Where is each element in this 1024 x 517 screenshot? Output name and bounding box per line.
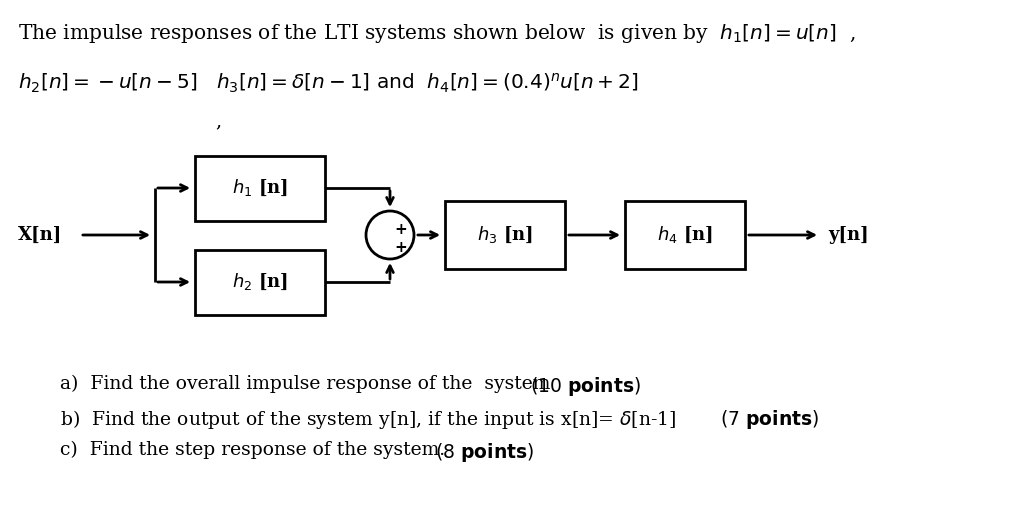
Text: $\mathit{(10\ \mathbf{points})}$: $\mathit{(10\ \mathbf{points})}$ bbox=[530, 375, 641, 398]
Text: +: + bbox=[394, 222, 407, 237]
Text: $\mathit{(8\ \mathbf{points})}$: $\mathit{(8\ \mathbf{points})}$ bbox=[435, 441, 535, 464]
Text: X[n]: X[n] bbox=[18, 226, 62, 244]
Bar bbox=[445, 201, 565, 269]
Text: $\mathbf{\mathit{h_2}}[n]=-u[n-5]$   $\mathbf{\mathit{h_3}}[n]=\delta[n-1]$ $\ma: $\mathbf{\mathit{h_2}}[n]=-u[n-5]$ $\mat… bbox=[18, 72, 639, 95]
Bar bbox=[195, 156, 325, 221]
Text: $h_3$ [n]: $h_3$ [n] bbox=[477, 225, 534, 245]
Text: +: + bbox=[394, 239, 407, 254]
Circle shape bbox=[366, 211, 414, 259]
Text: b)  Find the output of the system y[n], if the input is x[n]= $\delta$[n-1]: b) Find the output of the system y[n], i… bbox=[60, 408, 684, 431]
Text: The impulse responses of the LTI systems shown below  is given by  $\mathbf{\mat: The impulse responses of the LTI systems… bbox=[18, 22, 855, 45]
Text: $\mathit{(7\ \mathbf{points})}$: $\mathit{(7\ \mathbf{points})}$ bbox=[720, 408, 819, 431]
Text: a)  Find the overall impulse response of the  system: a) Find the overall impulse response of … bbox=[60, 375, 562, 393]
Text: $h_4$ [n]: $h_4$ [n] bbox=[657, 225, 713, 245]
Text: $h_1$ [n]: $h_1$ [n] bbox=[232, 178, 288, 198]
Text: c)  Find the step response of the system.: c) Find the step response of the system. bbox=[60, 441, 457, 459]
Bar bbox=[195, 250, 325, 315]
Text: ,: , bbox=[215, 112, 221, 130]
Text: $h_2$ [n]: $h_2$ [n] bbox=[232, 272, 288, 292]
Bar bbox=[625, 201, 745, 269]
Text: y[n]: y[n] bbox=[828, 226, 868, 244]
